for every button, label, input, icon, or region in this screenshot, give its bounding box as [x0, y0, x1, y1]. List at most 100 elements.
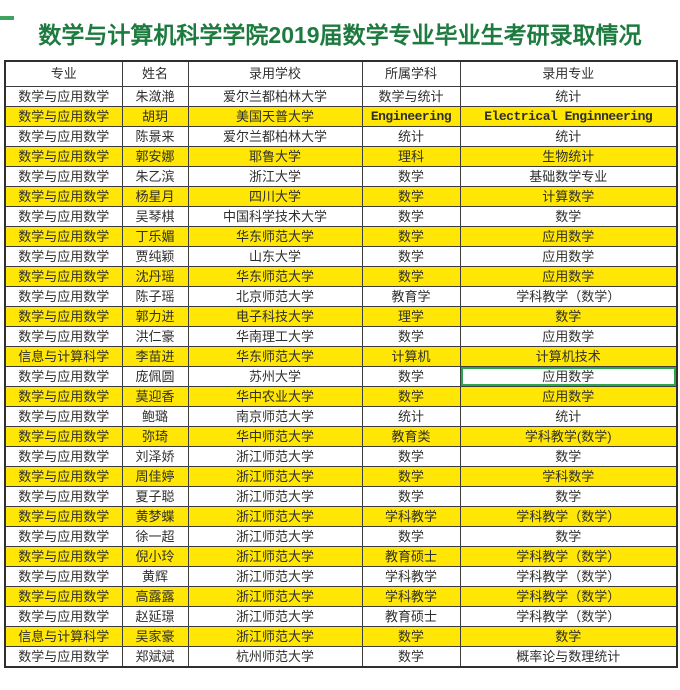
table-cell[interactable]: 丁乐媚 [121, 226, 189, 247]
table-cell[interactable]: 黄梦蝶 [121, 506, 189, 527]
table-cell[interactable]: 学科教学（数学） [459, 586, 678, 607]
table-cell[interactable]: 数学与应用数学 [4, 246, 123, 267]
table-cell[interactable]: 统计 [459, 86, 678, 107]
table-cell[interactable]: 数学 [361, 226, 461, 247]
table-cell[interactable]: 浙江师范大学 [187, 606, 363, 627]
table-cell[interactable]: 鲍璐 [121, 406, 189, 427]
table-cell[interactable]: 数学与应用数学 [4, 266, 123, 287]
table-cell[interactable]: 数学与应用数学 [4, 166, 123, 187]
table-cell[interactable]: 高露露 [121, 586, 189, 607]
table-cell[interactable]: 应用数学 [459, 386, 678, 407]
table-cell[interactable]: 数学与应用数学 [4, 186, 123, 207]
table-cell[interactable]: 刘泽娇 [121, 446, 189, 467]
table-cell[interactable]: 学科教学（数学） [459, 566, 678, 587]
table-cell[interactable]: 爱尔兰都柏林大学 [187, 126, 363, 147]
table-cell[interactable]: 数学与应用数学 [4, 386, 123, 407]
table-cell[interactable]: 郭力进 [121, 306, 189, 327]
table-cell[interactable]: 学科教学（数学） [459, 506, 678, 527]
table-cell[interactable]: 教育学 [361, 286, 461, 307]
table-cell[interactable]: 数学 [459, 486, 678, 507]
table-cell[interactable]: 数学 [361, 366, 461, 387]
table-cell[interactable]: 学科教学(数学) [459, 426, 678, 447]
table-cell[interactable]: 美国天普大学 [187, 106, 363, 127]
table-cell[interactable]: 爱尔兰都柏林大学 [187, 86, 363, 107]
table-cell[interactable]: 郭安娜 [121, 146, 189, 167]
table-cell[interactable]: 庞佩圆 [121, 366, 189, 387]
table-cell[interactable]: 数学与应用数学 [4, 446, 123, 467]
table-cell[interactable]: 数学与应用数学 [4, 326, 123, 347]
table-cell[interactable]: 苏州大学 [187, 366, 363, 387]
table-cell[interactable]: 教育硕士 [361, 606, 461, 627]
table-cell[interactable]: 数学与应用数学 [4, 646, 123, 668]
table-cell[interactable]: 数学 [361, 246, 461, 267]
table-cell[interactable]: 杨星月 [121, 186, 189, 207]
table-cell[interactable]: 数学与应用数学 [4, 486, 123, 507]
table-cell[interactable]: 华南理工大学 [187, 326, 363, 347]
table-cell[interactable]: 应用数学 [459, 326, 678, 347]
table-cell[interactable]: 应用数学 [459, 246, 678, 267]
table-cell[interactable]: 数学 [361, 326, 461, 347]
table-cell[interactable]: 数学 [459, 526, 678, 547]
table-cell[interactable]: 计算数学 [459, 186, 678, 207]
table-cell[interactable]: 山东大学 [187, 246, 363, 267]
table-cell[interactable]: 数学与应用数学 [4, 546, 123, 567]
table-cell[interactable]: 统计 [459, 406, 678, 427]
table-cell[interactable]: 计算机技术 [459, 346, 678, 367]
table-cell[interactable]: 数学 [361, 626, 461, 647]
table-cell[interactable]: 数学与应用数学 [4, 366, 123, 387]
table-cell[interactable]: 陈子瑶 [121, 286, 189, 307]
table-cell[interactable]: 数学 [361, 266, 461, 287]
table-cell[interactable]: 赵延璟 [121, 606, 189, 627]
table-cell[interactable]: 周佳婷 [121, 466, 189, 487]
table-cell[interactable]: 数学与应用数学 [4, 206, 123, 227]
table-cell[interactable]: 理学 [361, 306, 461, 327]
table-cell[interactable]: 莫迎香 [121, 386, 189, 407]
table-cell[interactable]: 浙江师范大学 [187, 566, 363, 587]
table-cell[interactable]: 南京师范大学 [187, 406, 363, 427]
table-cell[interactable]: 应用数学 [459, 226, 678, 247]
table-cell[interactable]: 洪仁豪 [121, 326, 189, 347]
table-cell[interactable]: 生物统计 [459, 146, 678, 167]
table-cell[interactable]: 数学与应用数学 [4, 566, 123, 587]
table-cell[interactable]: 浙江师范大学 [187, 586, 363, 607]
table-cell[interactable]: 北京师范大学 [187, 286, 363, 307]
table-cell[interactable]: 基础数学专业 [459, 166, 678, 187]
table-cell[interactable]: 计算机 [361, 346, 461, 367]
table-cell[interactable]: 数学 [361, 466, 461, 487]
table-cell[interactable]: 数学与应用数学 [4, 586, 123, 607]
table-cell[interactable]: 教育类 [361, 426, 461, 447]
table-cell[interactable]: Electrical Enginneering [459, 106, 678, 127]
table-cell[interactable]: 数学与应用数学 [4, 86, 123, 107]
table-cell[interactable]: 华东师范大学 [187, 226, 363, 247]
table-cell[interactable]: 学科教学（数学） [459, 286, 678, 307]
table-cell[interactable]: 浙江师范大学 [187, 446, 363, 467]
table-cell[interactable]: 电子科技大学 [187, 306, 363, 327]
table-cell[interactable]: 学科教学 [361, 566, 461, 587]
table-cell[interactable]: 弥琦 [121, 426, 189, 447]
table-cell[interactable]: 四川大学 [187, 186, 363, 207]
table-cell[interactable]: 数学 [361, 206, 461, 227]
table-cell[interactable]: 浙江师范大学 [187, 506, 363, 527]
table-cell[interactable]: 数学与应用数学 [4, 426, 123, 447]
table-cell[interactable]: 数学 [459, 626, 678, 647]
table-cell[interactable]: 数学与应用数学 [4, 406, 123, 427]
table-cell[interactable]: 数学与应用数学 [4, 226, 123, 247]
table-cell[interactable]: 沈丹瑶 [121, 266, 189, 287]
table-cell[interactable]: 朱乙滨 [121, 166, 189, 187]
table-cell[interactable]: 学科教学（数学） [459, 546, 678, 567]
table-cell[interactable]: 贾纯颖 [121, 246, 189, 267]
table-cell[interactable]: 吴琴棋 [121, 206, 189, 227]
table-cell[interactable]: 学科教学（数学） [459, 606, 678, 627]
table-cell[interactable]: 华中师范大学 [187, 426, 363, 447]
table-cell[interactable]: 数学与应用数学 [4, 506, 123, 527]
table-cell[interactable]: 数学 [459, 206, 678, 227]
table-cell[interactable]: 浙江师范大学 [187, 486, 363, 507]
table-cell[interactable]: 数学 [361, 446, 461, 467]
table-cell[interactable]: 胡玥 [121, 106, 189, 127]
table-cell[interactable]: 杭州师范大学 [187, 646, 363, 668]
table-cell[interactable]: 耶鲁大学 [187, 146, 363, 167]
table-cell[interactable]: 朱潋滟 [121, 86, 189, 107]
table-cell[interactable]: 中国科学技术大学 [187, 206, 363, 227]
table-cell[interactable]: 统计 [459, 126, 678, 147]
table-cell[interactable]: 应用数学 [459, 366, 678, 387]
